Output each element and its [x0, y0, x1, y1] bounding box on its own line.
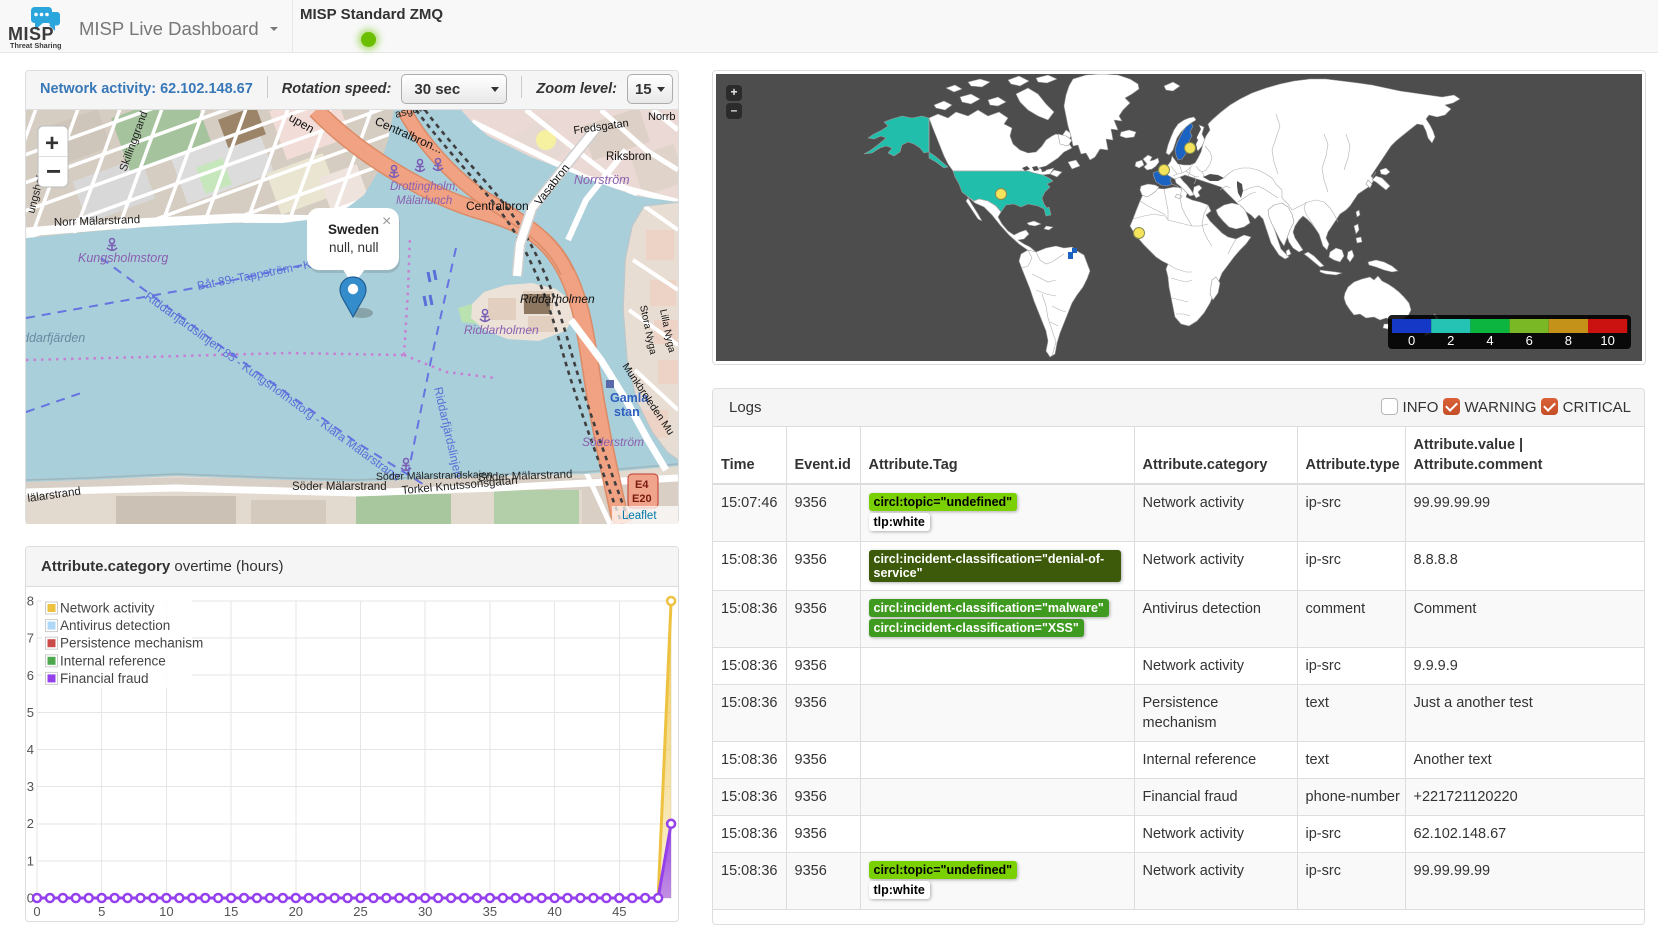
svg-text:Drottingholm,: Drottingholm, — [390, 181, 458, 193]
svg-text:Söder Mälarstrandskajen: Söder Mälarstrandskajen — [376, 469, 493, 483]
svg-text:6: 6 — [27, 668, 34, 683]
svg-text:10: 10 — [159, 904, 173, 919]
svg-text:10: 10 — [1600, 333, 1614, 348]
svg-text:Norrström: Norrström — [574, 173, 630, 187]
svg-text:0: 0 — [1408, 333, 1415, 348]
svg-text:E4: E4 — [635, 479, 649, 491]
svg-text:Riddarholmen: Riddarholmen — [464, 323, 539, 337]
svg-text:Gamla: Gamla — [610, 391, 649, 405]
svg-text:Antivirus detection: Antivirus detection — [60, 618, 170, 633]
svg-text:4: 4 — [1486, 333, 1493, 348]
svg-text:Norrb: Norrb — [648, 111, 676, 123]
svg-text:Söder Mälarstrand: Söder Mälarstrand — [478, 469, 573, 484]
svg-text:ddarfjärden: ddarfjärden — [26, 331, 85, 345]
svg-text:7: 7 — [27, 631, 34, 646]
svg-text:5: 5 — [27, 705, 34, 720]
svg-text:6: 6 — [1526, 333, 1533, 348]
svg-text:−: − — [46, 156, 61, 186]
svg-text:Mälarlunch: Mälarlunch — [396, 195, 452, 207]
svg-text:Persistence mechanism: Persistence mechanism — [60, 636, 203, 651]
svg-text:Financial fraud: Financial fraud — [60, 671, 149, 686]
svg-text:20: 20 — [289, 904, 303, 919]
svg-text:asgatan: asgatan — [394, 110, 435, 121]
svg-text:Centralbron: Centralbron — [466, 199, 529, 213]
svg-text:×: × — [382, 213, 391, 230]
svg-text:5: 5 — [98, 904, 105, 919]
svg-text:Söder Mälarstrand: Söder Mälarstrand — [292, 481, 387, 493]
svg-text:35: 35 — [483, 904, 497, 919]
svg-text:E20: E20 — [632, 493, 652, 505]
svg-text:MISP: MISP — [8, 24, 54, 44]
svg-text:null, null: null, null — [329, 240, 379, 255]
svg-text:Internal reference: Internal reference — [60, 653, 166, 668]
svg-text:Kungsholmstorg: Kungsholmstorg — [78, 251, 168, 265]
svg-text:Söderström: Söderström — [582, 435, 644, 449]
svg-text:8: 8 — [27, 594, 34, 609]
svg-text:Riksbron: Riksbron — [606, 151, 651, 163]
svg-text:2: 2 — [1447, 333, 1454, 348]
svg-text:0: 0 — [27, 891, 34, 906]
svg-text:Riddarholmen: Riddarholmen — [520, 292, 595, 306]
svg-text:4: 4 — [27, 742, 34, 757]
svg-text:8: 8 — [1565, 333, 1572, 348]
svg-text:3: 3 — [27, 779, 34, 794]
svg-text:Leaflet: Leaflet — [622, 510, 657, 522]
svg-text:Network activity: Network activity — [60, 601, 155, 616]
svg-text:40: 40 — [547, 904, 561, 919]
svg-text:Norr Mälarstrand: Norr Mälarstrand — [54, 214, 141, 229]
svg-text:stan: stan — [614, 405, 640, 419]
svg-text:45: 45 — [612, 904, 626, 919]
svg-text:Threat Sharing: Threat Sharing — [10, 41, 62, 50]
svg-text:25: 25 — [353, 904, 367, 919]
svg-text:30: 30 — [418, 904, 432, 919]
svg-text:1: 1 — [27, 853, 34, 868]
svg-text:Sweden: Sweden — [328, 222, 379, 237]
svg-text:15: 15 — [224, 904, 238, 919]
svg-text:2: 2 — [27, 816, 34, 831]
svg-text:+: + — [45, 130, 59, 157]
svg-text:0: 0 — [33, 904, 40, 919]
